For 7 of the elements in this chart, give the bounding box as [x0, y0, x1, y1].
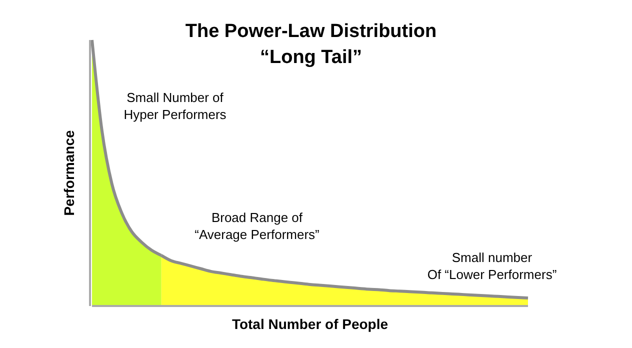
y-axis-title: Performance	[61, 130, 77, 216]
annotation: Broad Range of “Average Performers”	[194, 210, 320, 242]
chart-title: The Power-Law Distribution	[185, 21, 437, 42]
annotation: Small number Of “Lower Performers”	[427, 250, 557, 282]
annotation: Small Number of Hyper Performers	[124, 90, 227, 122]
x-axis-title: Total Number of People	[232, 316, 388, 332]
chart-subtitle: “Long Tail”	[260, 47, 362, 68]
